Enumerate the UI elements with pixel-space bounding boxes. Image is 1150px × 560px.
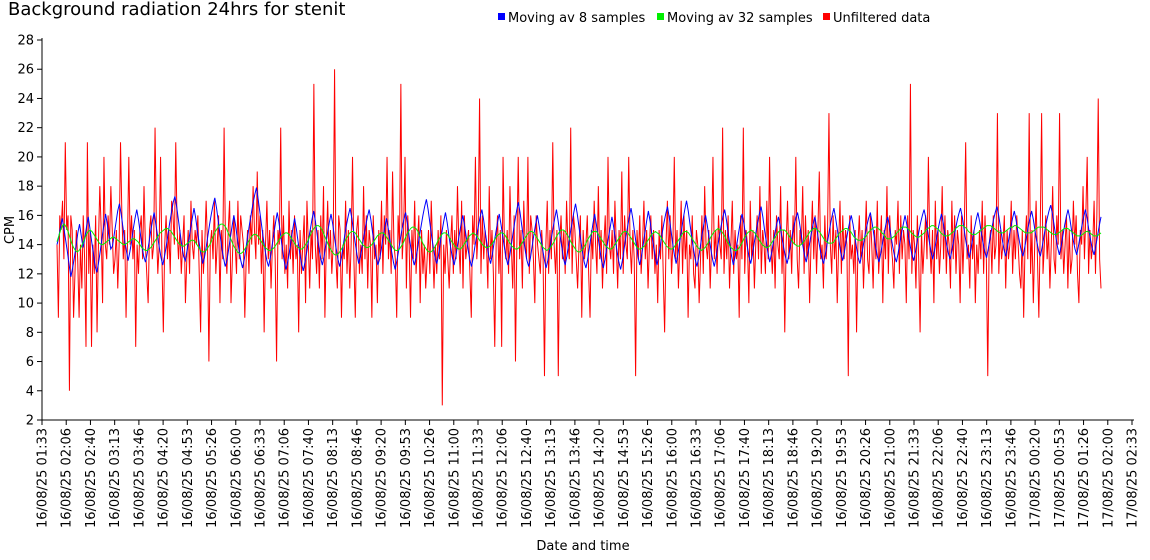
legend-swatch-unfiltered-data — [823, 13, 830, 20]
x-tick-label: 16/08/25 09:20 — [375, 428, 390, 528]
x-tick-label: 16/08/25 11:33 — [472, 428, 487, 528]
x-tick-label: 16/08/25 21:33 — [908, 428, 923, 528]
y-tick-label: 24 — [17, 92, 34, 107]
x-tick-label: 16/08/25 16:00 — [665, 428, 680, 528]
x-tick-label: 16/08/25 20:26 — [859, 428, 874, 528]
x-tick-label: 16/08/25 18:46 — [786, 428, 801, 528]
x-tick-label: 16/08/25 03:46 — [132, 428, 147, 528]
y-tick-label: 8 — [26, 326, 34, 341]
x-tick-label: 16/08/25 12:40 — [520, 428, 535, 528]
legend-swatch-moving-av-32-samples — [657, 13, 664, 20]
x-tick-label: 16/08/25 14:53 — [617, 428, 632, 528]
series-line-unfiltered-data — [56, 69, 1102, 406]
y-axis-label: CPM — [3, 216, 18, 244]
x-tick-label: 17/08/25 00:53 — [1053, 428, 1068, 528]
plot-lines — [56, 69, 1102, 406]
x-tick-label: 16/08/25 22:40 — [956, 428, 971, 528]
y-tick-label: 2 — [26, 414, 34, 429]
x-tick-label: 16/08/25 01:33 — [36, 428, 51, 528]
legend-label-moving-av-32-samples: Moving av 32 samples — [667, 11, 813, 26]
y-tick-label: 4 — [26, 384, 34, 399]
chart-title: Background radiation 24hrs for stenit — [8, 0, 345, 20]
x-tick-label: 16/08/25 04:53 — [181, 428, 196, 528]
x-tick-label: 16/08/25 17:06 — [714, 428, 729, 528]
legend-label-moving-av-8-samples: Moving av 8 samples — [508, 11, 646, 26]
y-tick-label: 14 — [17, 238, 34, 253]
y-tick-label: 12 — [17, 267, 34, 282]
legend-label-unfiltered-data: Unfiltered data — [833, 11, 930, 26]
y-tick-label: 6 — [26, 355, 34, 370]
x-tick-label: 16/08/25 14:20 — [593, 428, 608, 528]
y-tick-label: 28 — [17, 34, 34, 49]
x-tick-label: 16/08/25 16:33 — [690, 428, 705, 528]
x-tick-label: 16/08/25 08:13 — [326, 428, 341, 528]
x-tick-label: 17/08/25 02:33 — [1126, 428, 1141, 528]
y-tick-label: 26 — [17, 63, 34, 78]
x-tick-label: 16/08/25 13:13 — [544, 428, 559, 528]
y-tick-label: 10 — [17, 297, 34, 312]
x-tick-label: 16/08/25 09:53 — [399, 428, 414, 528]
x-tick-label: 16/08/25 15:26 — [641, 428, 656, 528]
y-tick-label: 20 — [17, 150, 34, 165]
y-tick-label: 18 — [17, 180, 34, 195]
x-tick-label: 16/08/25 10:26 — [423, 428, 438, 528]
x-tick-label: 16/08/25 21:00 — [883, 428, 898, 528]
x-tick-label: 16/08/25 22:06 — [932, 428, 947, 528]
x-tick-label: 16/08/25 18:13 — [762, 428, 777, 528]
x-tick-label: 17/08/25 02:00 — [1101, 428, 1116, 528]
legend: Moving av 8 samples Moving av 32 samples U… — [498, 11, 930, 26]
x-tick-label: 16/08/25 08:46 — [350, 428, 365, 528]
x-tick-label: 17/08/25 01:26 — [1077, 428, 1092, 528]
x-tick-label: 16/08/25 07:40 — [302, 428, 317, 528]
x-tick-label: 16/08/25 03:13 — [108, 428, 123, 528]
legend-swatch-moving-av-8-samples — [498, 13, 505, 20]
x-tick-label: 16/08/25 06:00 — [229, 428, 244, 528]
x-tick-label: 16/08/25 05:26 — [205, 428, 220, 528]
x-tick-label: 16/08/25 23:13 — [980, 428, 995, 528]
series-line-moving-av-8-samples — [56, 187, 1102, 277]
x-axis-label: Date and time — [536, 539, 629, 554]
x-tick-label: 16/08/25 23:46 — [1004, 428, 1019, 528]
x-tick-label: 16/08/25 17:40 — [738, 428, 753, 528]
x-tick-label: 16/08/25 02:06 — [60, 428, 75, 528]
x-tick-label: 16/08/25 02:40 — [84, 428, 99, 528]
x-tick-label: 16/08/25 04:20 — [157, 428, 172, 528]
y-tick-label: 22 — [17, 121, 34, 136]
series-line-moving-av-32-samples — [56, 223, 1102, 256]
x-tick-label: 16/08/25 19:20 — [811, 428, 826, 528]
y-tick-label: 16 — [17, 209, 34, 224]
x-tick-label: 17/08/25 00:20 — [1029, 428, 1044, 528]
x-tick-label: 16/08/25 19:53 — [835, 428, 850, 528]
x-tick-label: 16/08/25 12:06 — [496, 428, 511, 528]
x-tick-label: 16/08/25 11:00 — [447, 428, 462, 528]
x-tick-label: 16/08/25 06:33 — [254, 428, 269, 528]
x-tick-label: 16/08/25 13:46 — [568, 428, 583, 528]
x-tick-label: 16/08/25 07:06 — [278, 428, 293, 528]
